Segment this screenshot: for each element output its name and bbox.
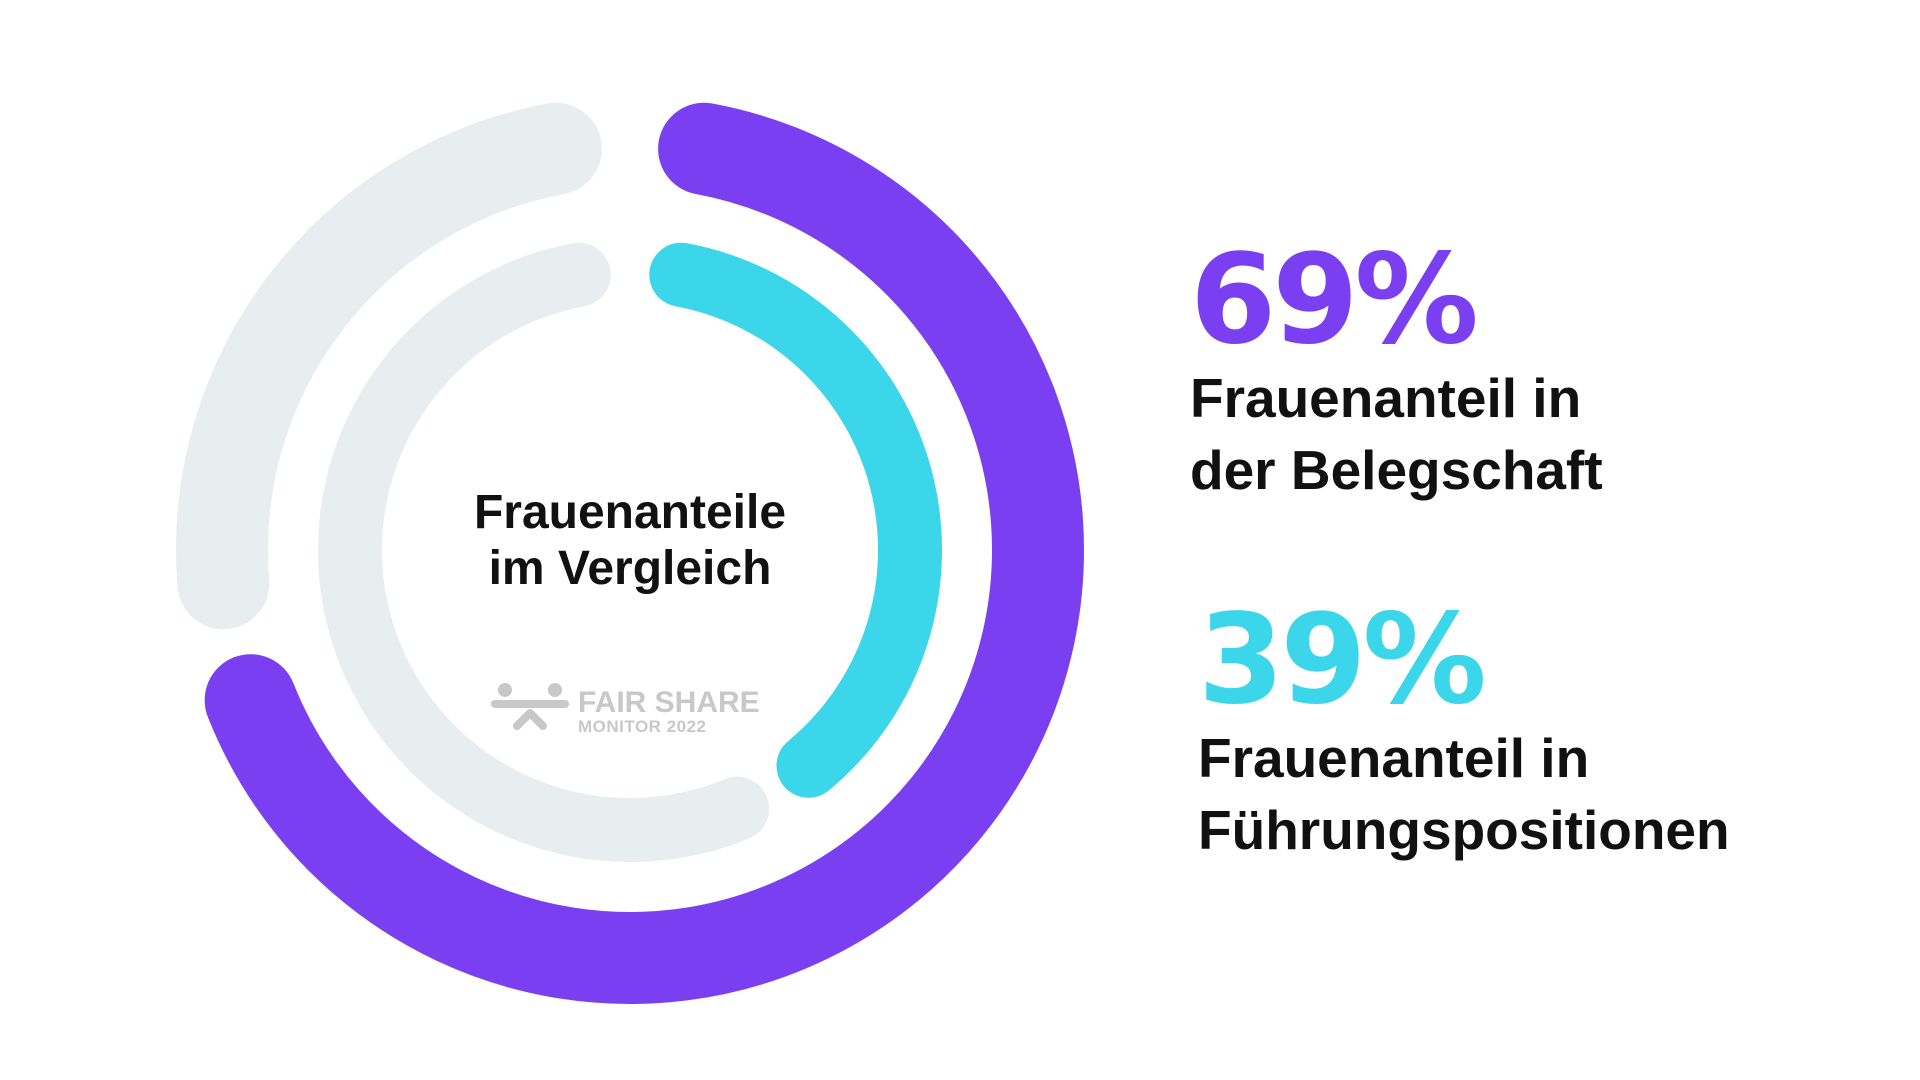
stat-leadership-label-line-1: Frauenanteil in: [1198, 727, 1590, 789]
chart-title-line-1: Frauenanteile: [474, 486, 786, 539]
stat-leadership-value: 39%: [1198, 588, 1487, 732]
chart-title-line-2: im Vergleich: [489, 542, 772, 595]
stat-workforce-value: 69%: [1190, 228, 1479, 372]
logo-text-main: FAIR SHARE: [578, 686, 760, 719]
logo-text-sub: MONITOR 2022: [578, 717, 707, 736]
ring-1-track: [176, 102, 602, 630]
stat-leadership-label: Frauenanteil in Führungspositionen: [1198, 722, 1730, 866]
logo-mark-icon: [491, 683, 569, 730]
rings-group: [176, 102, 1084, 1004]
ring-1-value-arc: [204, 102, 1084, 1004]
stat-leadership: 39% Frauenanteil in Führungspositionen: [1198, 598, 1730, 866]
stat-workforce-label-line-2: der Belegschaft: [1190, 439, 1603, 501]
stat-workforce: 69% Frauenanteil in der Belegschaft: [1190, 238, 1603, 506]
ring-2-track: [318, 242, 770, 862]
stat-leadership-label-line-2: Führungspositionen: [1198, 799, 1730, 861]
stat-workforce-label-line-1: Frauenanteil in: [1190, 367, 1582, 429]
fair-share-logo: FAIR SHARE MONITOR 2022: [491, 683, 760, 736]
ring-2-value-arc: [649, 242, 942, 798]
stat-workforce-label: Frauenanteil in der Belegschaft: [1190, 362, 1603, 506]
